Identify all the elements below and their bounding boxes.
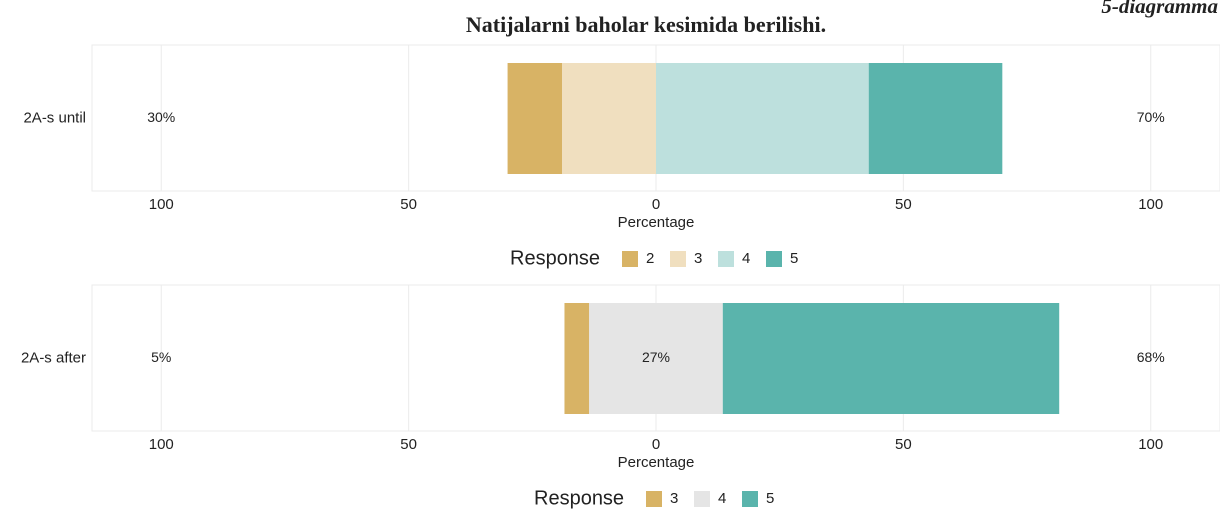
x-axis-title: Percentage (618, 214, 695, 231)
x-tick-label: 100 (149, 436, 174, 453)
high-total-label: 70% (1137, 109, 1165, 125)
bar-segment (507, 63, 562, 174)
bar-segment (564, 303, 590, 414)
legend-title: Response (510, 247, 600, 269)
x-axis-title: Percentage (618, 454, 695, 471)
legend-swatch (646, 491, 662, 507)
x-tick-label: 100 (1138, 436, 1163, 453)
legend-swatch (718, 251, 734, 267)
legend-label: 5 (790, 250, 798, 267)
legend-title: Response (534, 487, 624, 509)
category-label: 2A-s until (23, 109, 86, 126)
x-tick-label: 50 (400, 436, 417, 453)
caption: 5-diagramma (1101, 0, 1218, 18)
legend-swatch (694, 491, 710, 507)
legend-swatch (742, 491, 758, 507)
low-total-label: 5% (151, 349, 171, 365)
legend-label: 5 (766, 490, 774, 507)
high-total-label: 68% (1137, 349, 1165, 365)
legend-label: 3 (694, 250, 702, 267)
chart-title: Natijalarni baholar kesimida berilishi. (466, 12, 826, 37)
low-total-label: 30% (147, 109, 175, 125)
bar-segment (868, 63, 1003, 174)
bar-segment (562, 63, 656, 174)
legend-swatch (622, 251, 638, 267)
x-tick-label: 0 (652, 436, 660, 453)
legend-label: 3 (670, 490, 678, 507)
legend-swatch (766, 251, 782, 267)
bar-segment (656, 63, 869, 174)
legend-label: 2 (646, 250, 654, 267)
x-tick-label: 50 (895, 436, 912, 453)
legend-label: 4 (742, 250, 750, 267)
legend-swatch (670, 251, 686, 267)
bar-segment (722, 303, 1060, 414)
bar-segment (589, 303, 723, 414)
x-tick-label: 50 (400, 196, 417, 213)
x-tick-label: 100 (149, 196, 174, 213)
category-label: 2A-s after (21, 349, 86, 366)
x-tick-label: 100 (1138, 196, 1163, 213)
x-tick-label: 0 (652, 196, 660, 213)
legend-label: 4 (718, 490, 726, 507)
x-tick-label: 50 (895, 196, 912, 213)
neutral-total-label: 27% (642, 349, 670, 365)
